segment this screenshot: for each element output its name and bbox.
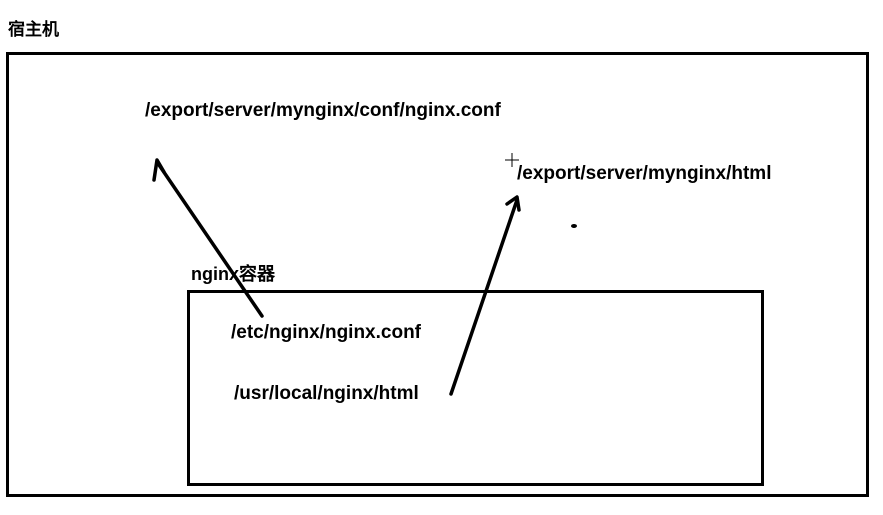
html-mapping-arrow: [449, 195, 521, 396]
container-title: nginx容器: [191, 264, 275, 284]
host-conf-path: /export/server/mynginx/conf/nginx.conf: [145, 100, 501, 121]
container-box: [187, 290, 764, 486]
container-conf-path: /etc/nginx/nginx.conf: [231, 322, 422, 343]
container-html-path: /usr/local/nginx/html: [234, 383, 419, 404]
host-box: [6, 52, 869, 497]
conf-mapping-arrow: [152, 158, 264, 318]
crosshair-cursor-icon: [505, 153, 519, 167]
host-html-path: /export/server/mynginx/html: [517, 163, 772, 184]
stray-dot: [571, 224, 577, 228]
host-title: 宿主机: [8, 20, 59, 39]
